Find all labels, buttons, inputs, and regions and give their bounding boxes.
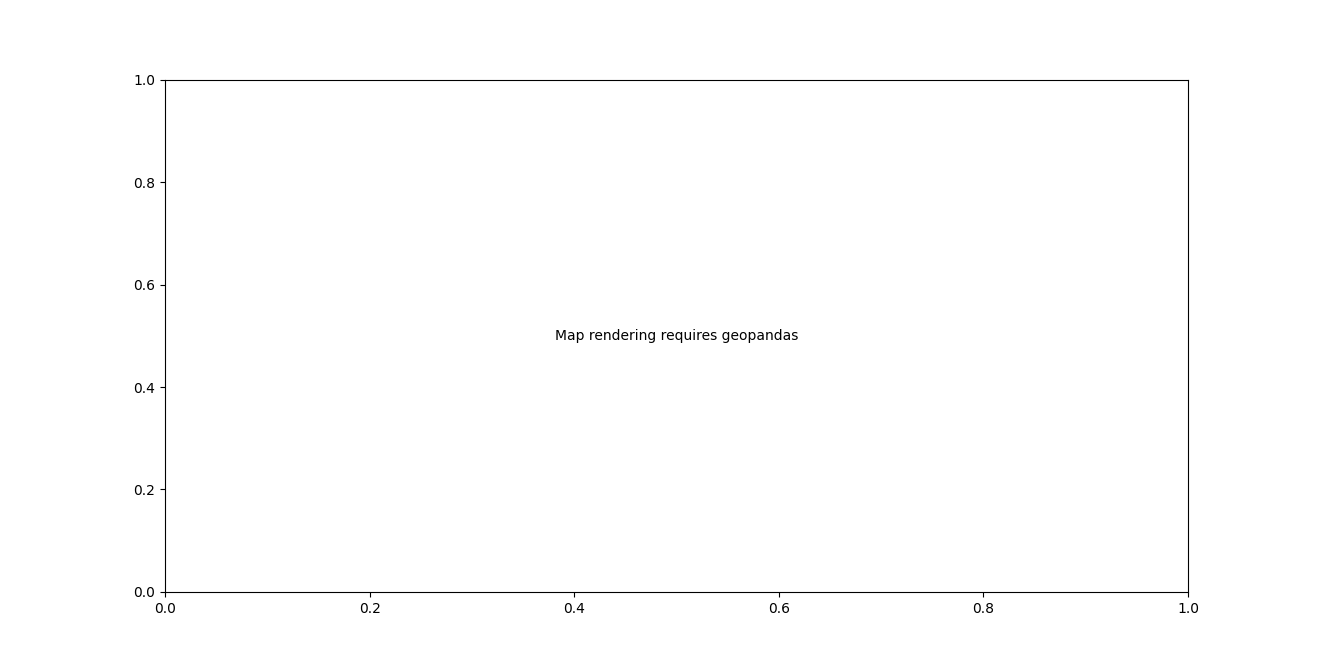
Text: Map rendering requires geopandas: Map rendering requires geopandas — [554, 329, 799, 343]
